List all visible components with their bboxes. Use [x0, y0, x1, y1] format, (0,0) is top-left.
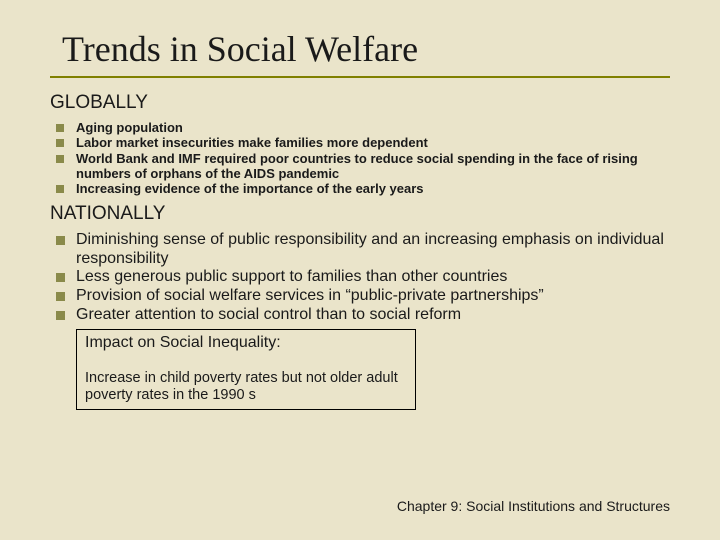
- title-divider: [50, 76, 670, 78]
- section-heading-global: GLOBALLY: [50, 92, 670, 114]
- section-heading-national: NATIONALLY: [50, 203, 670, 225]
- impact-body: Increase in child poverty rates but not …: [85, 370, 407, 405]
- slide: Trends in Social Welfare GLOBALLY Aging …: [0, 0, 720, 540]
- list-item: Provision of social welfare services in …: [50, 287, 670, 306]
- list-item: Diminishing sense of public responsibili…: [50, 231, 670, 269]
- list-item: Labor market insecurities make families …: [50, 135, 670, 150]
- list-item: World Bank and IMF required poor countri…: [50, 151, 670, 182]
- list-item: Aging population: [50, 120, 670, 135]
- impact-title: Impact on Social Inequality:: [85, 334, 407, 352]
- global-list: Aging population Labor market insecuriti…: [50, 120, 670, 197]
- page-title: Trends in Social Welfare: [50, 28, 670, 70]
- impact-box: Impact on Social Inequality: Increase in…: [76, 329, 416, 410]
- national-list: Diminishing sense of public responsibili…: [50, 231, 670, 325]
- list-item: Greater attention to social control than…: [50, 306, 670, 325]
- list-item: Less generous public support to families…: [50, 268, 670, 287]
- list-item: Increasing evidence of the importance of…: [50, 181, 670, 196]
- footer-text: Chapter 9: Social Institutions and Struc…: [397, 498, 670, 514]
